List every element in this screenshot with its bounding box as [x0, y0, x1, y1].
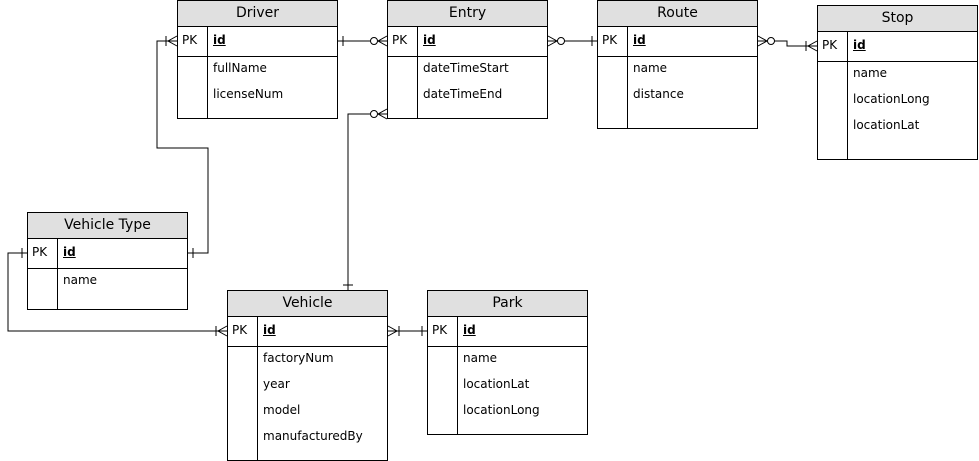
field: model — [263, 403, 301, 417]
entity-route[interactable]: Route PK id name distance — [597, 0, 758, 129]
field: locationLong — [463, 403, 540, 417]
column-divider — [257, 317, 258, 346]
column-divider — [457, 347, 458, 434]
entity-vehicle-type[interactable]: Vehicle Type PK id name — [27, 212, 188, 310]
column-divider — [847, 62, 848, 159]
optional-circle — [370, 110, 378, 118]
pk-row: PK id — [598, 27, 757, 57]
pk-label: PK — [182, 33, 198, 47]
column-divider — [627, 57, 628, 128]
column-divider — [847, 32, 848, 61]
pk-row: PK id — [178, 27, 337, 57]
entity-title: Stop — [818, 6, 977, 32]
pk-row: PK id — [228, 317, 387, 347]
relation-route-stop — [758, 40, 817, 47]
field: dateTimeEnd — [423, 87, 503, 101]
pk-row: PK id — [28, 239, 187, 269]
entity-title: Vehicle — [228, 291, 387, 317]
entity-title: Vehicle Type — [28, 213, 187, 239]
field-list: name locationLong locationLat — [818, 62, 977, 159]
field-list: name — [28, 269, 187, 309]
field: name — [853, 66, 888, 80]
field: name — [63, 273, 98, 287]
field-list: factoryNum year model manufacturedBy — [228, 347, 387, 460]
crowfoot-mark — [216, 325, 228, 337]
pk-field: id — [633, 33, 646, 47]
column-divider — [627, 27, 628, 56]
field: manufacturedBy — [263, 429, 363, 443]
optional-circle — [370, 37, 378, 45]
optional-circle — [767, 37, 775, 45]
field-list: name distance — [598, 57, 757, 128]
entity-vehicle[interactable]: Vehicle PK id factoryNum year model manu… — [227, 290, 388, 461]
pk-field: id — [63, 245, 76, 259]
field: locationLat — [853, 118, 920, 132]
pk-field: id — [463, 323, 476, 337]
column-divider — [417, 57, 418, 118]
crowfoot-mark — [387, 325, 399, 337]
field: distance — [633, 87, 684, 101]
field: locationLong — [853, 92, 930, 106]
pk-row: PK id — [818, 32, 977, 62]
field: name — [633, 61, 668, 75]
pk-field: id — [423, 33, 436, 47]
entity-title: Route — [598, 1, 757, 27]
entity-stop[interactable]: Stop PK id name locationLong locationLat — [817, 5, 978, 160]
field: factoryNum — [263, 351, 334, 365]
entity-title: Entry — [388, 1, 547, 27]
pk-label: PK — [232, 323, 248, 337]
column-divider — [207, 57, 208, 118]
pk-label: PK — [432, 323, 448, 337]
entity-park[interactable]: Park PK id name locationLat locationLong — [427, 290, 588, 435]
field: dateTimeStart — [423, 61, 509, 75]
relation-entry-vehicle — [347, 113, 387, 290]
field: licenseNum — [213, 87, 284, 101]
pk-label: PK — [602, 33, 618, 47]
entity-entry[interactable]: Entry PK id dateTimeStart dateTimeEnd — [387, 0, 548, 119]
pk-field: id — [263, 323, 276, 337]
field: name — [463, 351, 498, 365]
pk-label: PK — [392, 33, 408, 47]
column-divider — [57, 239, 58, 268]
field: locationLat — [463, 377, 530, 391]
entity-title: Driver — [178, 1, 337, 27]
pk-label: PK — [32, 245, 48, 259]
column-divider — [457, 317, 458, 346]
column-divider — [207, 27, 208, 56]
field: fullName — [213, 61, 267, 75]
entity-driver[interactable]: Driver PK id fullName licenseNum — [177, 0, 338, 119]
column-divider — [57, 269, 58, 309]
field: year — [263, 377, 290, 391]
crowfoot-mark — [166, 35, 178, 47]
column-divider — [417, 27, 418, 56]
field-list: name locationLat locationLong — [428, 347, 587, 434]
column-divider — [257, 347, 258, 460]
relation-vehicletype-driver — [156, 40, 209, 254]
pk-field: id — [853, 38, 866, 52]
pk-row: PK id — [388, 27, 547, 57]
entity-title: Park — [428, 291, 587, 317]
pk-row: PK id — [428, 317, 587, 347]
pk-field: id — [213, 33, 226, 47]
optional-circle — [557, 37, 565, 45]
field-list: dateTimeStart dateTimeEnd — [388, 57, 547, 118]
crowfoot-mark — [806, 40, 818, 52]
pk-label: PK — [822, 38, 838, 52]
field-list: fullName licenseNum — [178, 57, 337, 118]
relation-vehicletype-vehicle — [7, 252, 227, 332]
